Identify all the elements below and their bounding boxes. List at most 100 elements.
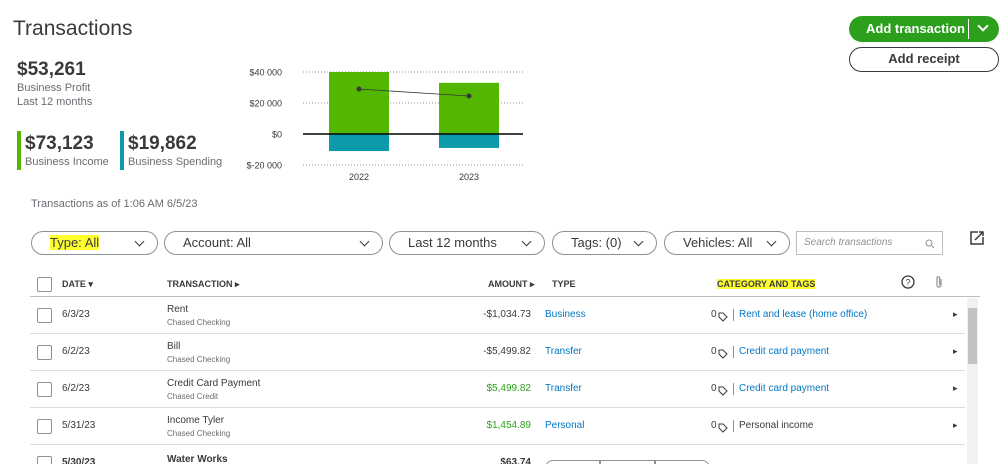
filter-dropdown[interactable]: Last 12 months [389,231,545,255]
add-transaction-button[interactable]: Add transaction [849,16,999,42]
filter-label: Account: All [183,235,251,250]
row-expand[interactable]: ▸ [953,309,958,319]
search-box[interactable]: Search transactions [796,231,943,255]
y-tick-label: $-20 000 [246,161,282,171]
filter-label: Type: All [50,235,100,250]
transaction-name: Rent [167,304,189,315]
transaction-name: Credit Card Payment [167,378,261,389]
label: AMOUNT [488,279,528,289]
amount: $63.74 [500,457,531,464]
help-icon[interactable]: ? [901,275,915,289]
x-tick-label: 2022 [349,172,369,182]
row-checkbox[interactable] [37,345,52,360]
filter-dropdown[interactable]: Vehicles: All [664,231,790,255]
col-type: TYPE [552,279,576,289]
scrollbar[interactable] [967,298,978,464]
tag-icon [718,309,728,322]
row-expand[interactable]: ▸ [953,420,958,430]
account: Chased Credit [167,392,219,401]
income-label: Business Income [25,156,109,168]
type-option[interactable]: Personal [600,460,655,464]
bar [439,82,499,134]
date: 6/2/23 [62,383,90,394]
y-tick-label: $0 [272,130,282,140]
filter-label: Last 12 months [408,235,497,250]
type-option[interactable]: Split [655,460,710,464]
type-link[interactable]: Personal [545,420,585,431]
chart: $40 000 $20 000 $0 $-20 000 2022 2023 [246,68,523,182]
spending: $19,862 [128,133,197,154]
row-separator [30,407,965,408]
income-bar [17,131,21,170]
col-amount[interactable]: AMOUNT ▸ [488,279,535,289]
add-receipt-button[interactable]: Add receipt [849,47,999,72]
placeholder: Search transactions [804,237,893,248]
tag-count: 0 [711,383,717,394]
date: 5/31/23 [62,420,96,431]
type-link[interactable]: Transfer [545,383,582,394]
attachment-icon [936,276,942,288]
label: DATE [62,279,86,289]
divider [733,309,734,321]
page-title: Transactions [13,17,133,40]
svg-text:?: ? [905,278,910,288]
select-all[interactable] [37,277,52,292]
tag-icon [718,346,728,359]
row-checkbox[interactable] [37,456,52,464]
row-checkbox[interactable] [37,419,52,434]
row-separator [30,333,965,334]
amount: -$5,499.82 [483,346,531,357]
row-expand[interactable]: ▸ [953,346,958,356]
label: TRANSACTION [167,279,233,289]
transaction-name: Water Works [167,454,228,464]
type-option[interactable]: Business [545,460,600,464]
amount: -$1,034.73 [483,309,531,320]
date: 6/2/23 [62,346,90,357]
account: Chased Checking [167,429,231,438]
row-separator [30,444,965,445]
x-tick-label: 2023 [459,172,479,182]
transaction-name: Bill [167,341,181,352]
as-of: Transactions as of 1:06 AM 6/5/23 [31,198,198,210]
button-label: Add transaction [866,21,965,36]
col-category: CATEGORY AND TAGS [717,279,816,289]
col-transaction[interactable]: TRANSACTION ▸ [167,279,240,289]
row-checkbox[interactable] [37,382,52,397]
category[interactable]: Rent and lease (home office) [739,309,868,320]
tag-count: 0 [711,309,717,320]
profit-label: Business Profit [17,82,91,94]
date: 6/3/23 [62,309,90,320]
button-label: Add receipt [888,51,960,66]
filter-dropdown[interactable]: Type: All [31,231,158,255]
bar [329,72,389,134]
category: Personal income [739,420,814,431]
tag-icon [718,383,728,396]
type-link[interactable]: Business [545,309,586,320]
export-icon[interactable] [969,230,985,246]
filter-dropdown[interactable]: Tags: (0) [552,231,657,255]
amount: $5,499.82 [486,383,532,394]
category[interactable]: Credit card payment [739,346,830,357]
profit: $53,261 [17,59,86,80]
divider [733,346,734,358]
y-tick-label: $20 000 [249,99,282,109]
y-tick-label: $40 000 [249,68,282,78]
filter-label: Vehicles: All [683,235,753,250]
bar [439,134,499,148]
profit-point [466,93,472,99]
profit-line [358,88,470,97]
row-checkbox[interactable] [37,308,52,323]
period: Last 12 months [17,96,93,108]
account: Chased Checking [167,355,231,364]
category[interactable]: Credit card payment [739,383,830,394]
spending-bar [120,131,124,170]
type-link[interactable]: Transfer [545,346,582,357]
tag-count: 0 [711,420,717,431]
col-date[interactable]: DATE ▾ [62,279,93,289]
account: Chased Checking [167,318,231,327]
amount: $1,454.89 [486,420,532,431]
filter-dropdown[interactable]: Account: All [164,231,383,255]
row-expand[interactable]: ▸ [953,383,958,393]
row-separator [30,370,965,371]
tag-icon [718,420,728,433]
